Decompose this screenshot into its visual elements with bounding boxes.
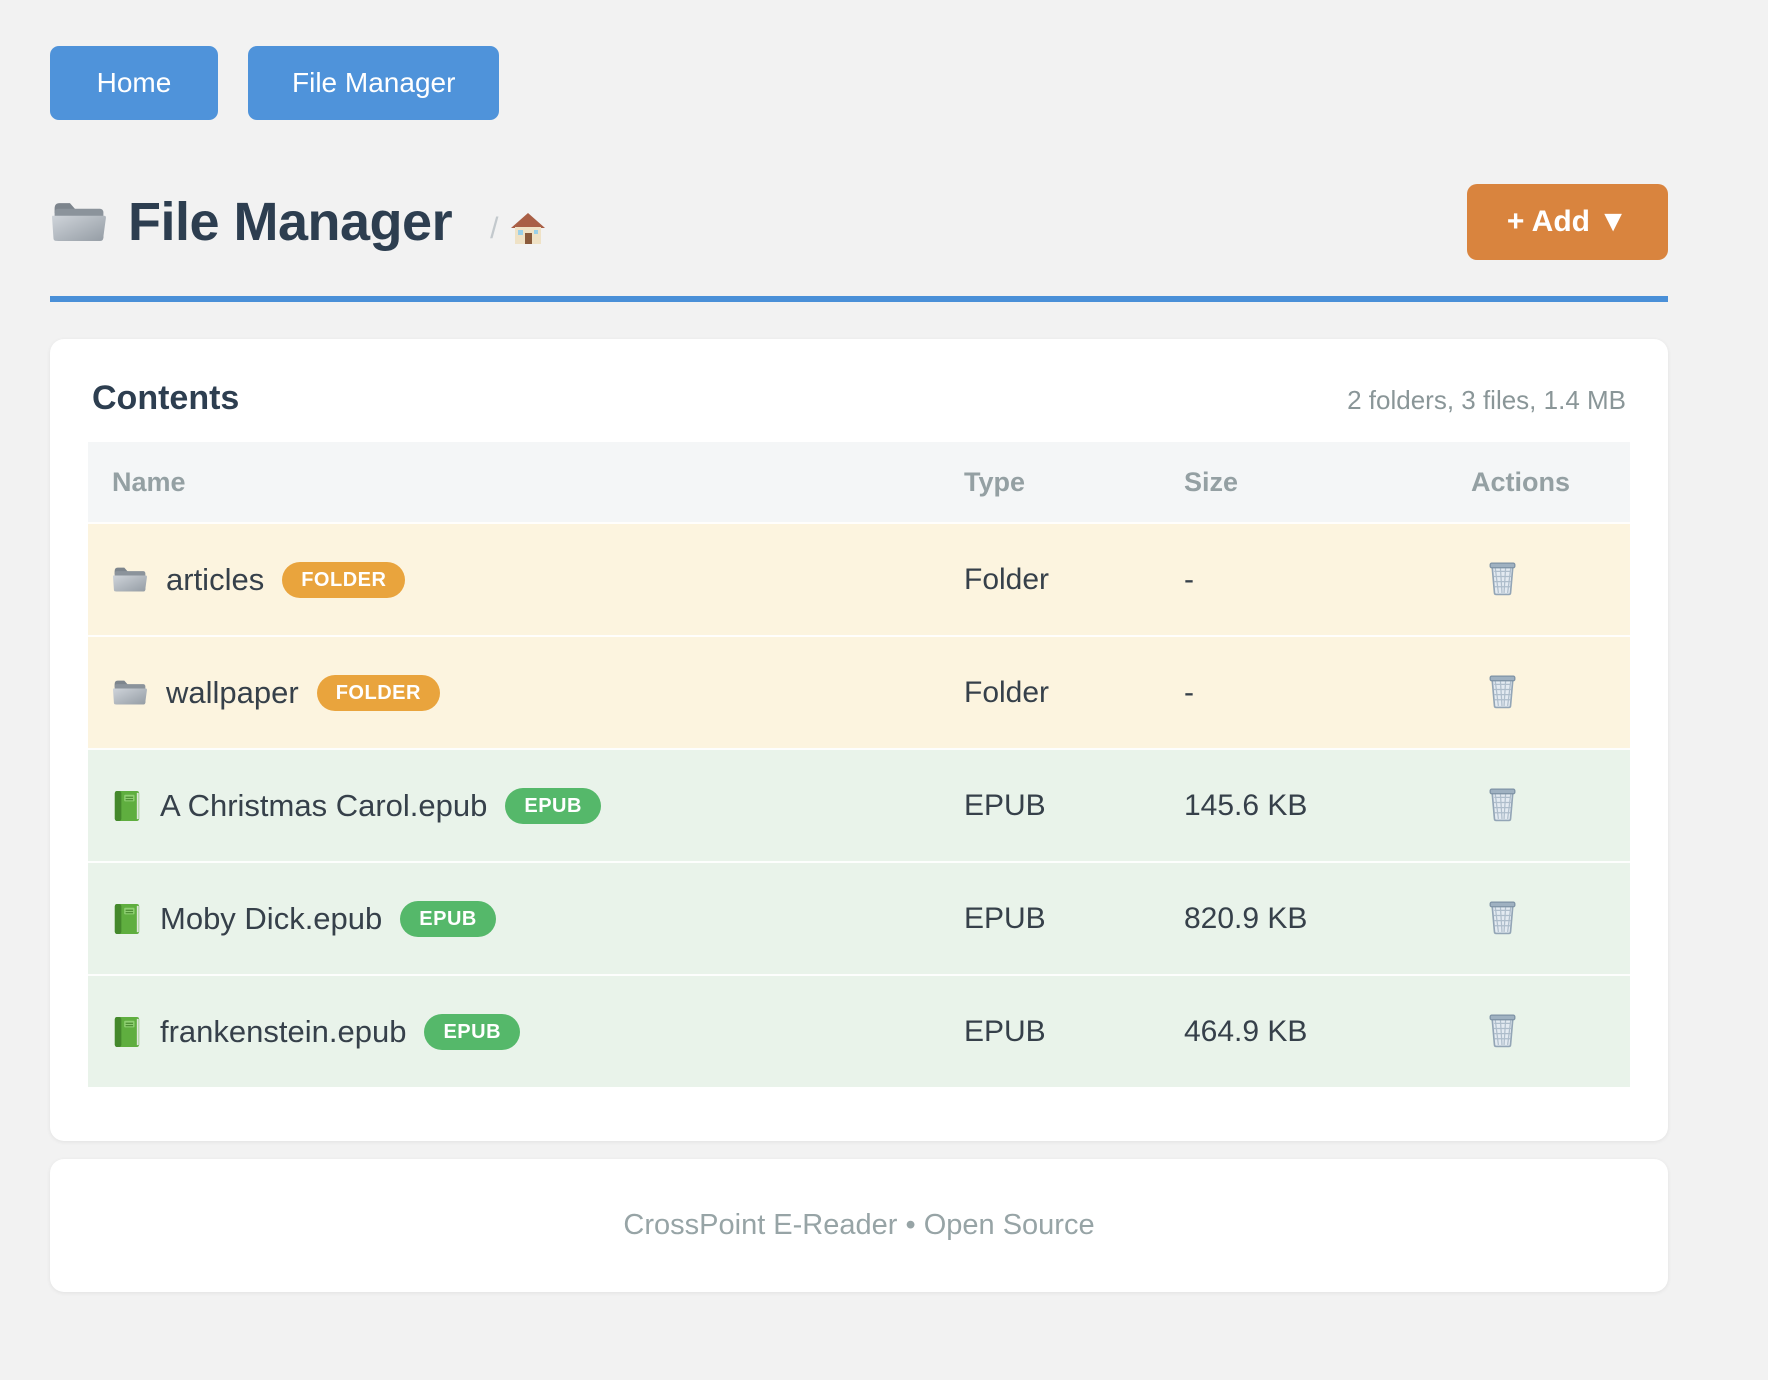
trash-icon — [1487, 672, 1518, 709]
delete-button[interactable] — [1487, 559, 1518, 596]
contents-heading: Contents — [92, 379, 240, 417]
file-name[interactable]: articles — [166, 561, 265, 597]
home-button[interactable]: Home — [50, 46, 218, 120]
delete-button[interactable] — [1487, 1011, 1518, 1048]
delete-button[interactable] — [1487, 672, 1518, 709]
file-type: EPUB — [964, 901, 1046, 935]
home-icon[interactable] — [510, 212, 546, 246]
table-body: articles FOLDER Folder - — [88, 522, 1630, 1087]
epub-badge: EPUB — [505, 787, 601, 824]
table-row[interactable]: wallpaper FOLDER Folder - — [88, 635, 1630, 748]
file-size: 145.6 KB — [1184, 788, 1308, 822]
trash-icon — [1487, 1011, 1518, 1048]
column-header-size: Size — [1184, 466, 1239, 497]
column-header-type: Type — [964, 466, 1026, 497]
file-type: Folder — [964, 562, 1050, 596]
footer-card: CrossPoint E-Reader • Open Source — [50, 1159, 1668, 1292]
title-underline — [50, 296, 1668, 302]
file-name[interactable]: A Christmas Carol.epub — [160, 787, 488, 823]
folder-icon — [112, 565, 148, 594]
file-table: Name Type Size Actions articles FOLDER F… — [88, 442, 1630, 1087]
file-name[interactable]: wallpaper — [166, 674, 299, 710]
file-type: Folder — [964, 675, 1050, 709]
footer-text: CrossPoint E-Reader • Open Source — [623, 1209, 1095, 1241]
file-size: - — [1184, 562, 1194, 596]
file-manager-button[interactable]: File Manager — [248, 46, 500, 120]
table-row[interactable]: Moby Dick.epub EPUB EPUB 820.9 KB — [88, 861, 1630, 974]
file-size: - — [1184, 675, 1194, 709]
top-nav: Home File Manager — [50, 46, 1668, 120]
file-size: 820.9 KB — [1184, 901, 1308, 935]
book-icon — [112, 789, 142, 823]
page-title: File Manager — [128, 192, 453, 252]
trash-icon — [1487, 785, 1518, 822]
table-header-row: Name Type Size Actions — [88, 442, 1630, 522]
breadcrumb: / — [490, 212, 546, 246]
title-group: File Manager / — [50, 191, 546, 253]
column-header-actions: Actions — [1471, 466, 1571, 497]
book-icon — [112, 902, 142, 936]
table-row[interactable]: frankenstein.epub EPUB EPUB 464.9 KB — [88, 974, 1630, 1087]
contents-card: Contents 2 folders, 3 files, 1.4 MB Name… — [50, 339, 1668, 1141]
epub-badge: EPUB — [424, 1013, 521, 1050]
delete-button[interactable] — [1487, 898, 1518, 935]
file-name[interactable]: Moby Dick.epub — [160, 900, 383, 936]
file-size: 464.9 KB — [1184, 1014, 1308, 1048]
breadcrumb-separator: / — [490, 212, 499, 245]
column-header-name: Name — [112, 466, 186, 497]
table-row[interactable]: A Christmas Carol.epub EPUB EPUB 145.6 K… — [88, 748, 1630, 861]
folder-title-icon — [50, 199, 108, 245]
title-row: File Manager / + Add ▼ — [50, 184, 1668, 260]
folder-icon — [112, 678, 148, 707]
folder-badge: FOLDER — [282, 561, 406, 598]
epub-badge: EPUB — [400, 900, 496, 937]
table-row[interactable]: articles FOLDER Folder - — [88, 522, 1630, 635]
page-container: Home File Manager File Manager / + Add ▼… — [50, 0, 1668, 1292]
contents-header: Contents 2 folders, 3 files, 1.4 MB — [88, 379, 1630, 418]
file-name[interactable]: frankenstein.epub — [160, 1013, 407, 1049]
book-icon — [112, 1015, 142, 1049]
trash-icon — [1487, 898, 1518, 935]
folder-badge: FOLDER — [316, 674, 440, 711]
trash-icon — [1487, 559, 1518, 596]
delete-button[interactable] — [1487, 785, 1518, 822]
file-type: EPUB — [964, 788, 1046, 822]
add-button[interactable]: + Add ▼ — [1466, 184, 1668, 260]
contents-summary: 2 folders, 3 files, 1.4 MB — [1347, 385, 1626, 415]
file-type: EPUB — [964, 1014, 1046, 1048]
